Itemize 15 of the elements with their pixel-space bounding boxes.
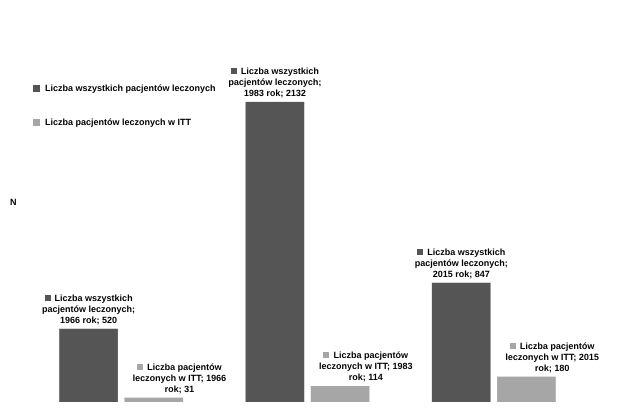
data-label: Liczba wszystkich pacjentów leczonych; 2015 rok; 847 xyxy=(414,246,509,280)
legend-label: Liczba pacjentów leczonych w ITT xyxy=(45,117,192,127)
data-label: Liczba pacjentów leczonych w ITT; 1966 rok; 31 xyxy=(132,362,228,395)
data-label: Liczba pacjentów leczonych w ITT; 2015 rok; 180 xyxy=(504,340,600,374)
bar xyxy=(432,282,491,402)
bar xyxy=(124,398,184,402)
data-label: Liczba wszystkich pacjentów leczonych; 1983 rok; 2132 xyxy=(227,66,322,99)
bar xyxy=(246,102,304,402)
legend-label: Liczba wszystkich pacjentów leczonych xyxy=(45,83,216,93)
data-label: Liczba wszystkich pacjentów leczonych; 1966 rok; 520 xyxy=(41,292,136,326)
y-axis-title: N xyxy=(10,197,16,207)
bar xyxy=(59,328,118,402)
data-label: Liczba pacjentów leczonych w ITT; 1983 rok; 114 xyxy=(318,350,414,383)
bar xyxy=(497,376,556,402)
bar xyxy=(310,386,370,402)
